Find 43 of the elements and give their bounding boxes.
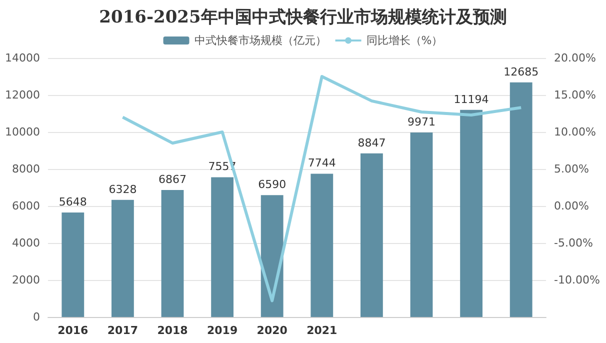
y-tick-label: 12000 [5,88,40,102]
y-tick-label: 0 [33,310,40,324]
bar [510,82,532,317]
x-tick-label: 2016 [58,324,89,337]
y-tick-label: 6000 [12,200,40,212]
y-tick-label: 14000 [5,52,40,64]
x-tick-label: 2021 [306,324,338,337]
x-tick-label: 2017 [107,324,138,337]
y-tick-label: 4000 [12,236,40,250]
bar [410,132,433,317]
chart-title: 2016-2025年中国中式快餐行业市场规模统计及预测 [99,8,507,28]
y2-tick-label: 10.00% [554,126,596,138]
legend-label: 同比增长（%） [366,34,443,47]
data-label: 6328 [108,182,137,196]
bar [161,190,184,317]
y-tick-label: 10000 [5,126,40,138]
y2-tick-label: 0.00% [554,200,589,212]
data-label: 9971 [408,116,436,129]
data-label: 6867 [158,172,186,186]
y2-tick-label: 15.00% [554,88,596,102]
bar [211,177,234,317]
bar [310,174,334,317]
data-label: 6590 [258,178,286,192]
bar [460,110,483,317]
bar [360,153,383,317]
data-label: 11194 [454,92,489,106]
data-label: 12685 [504,65,539,78]
bar [260,195,284,317]
legend-label: 中式快餐市场规模（亿元） [194,34,326,47]
y2-tick-label: 20.00% [554,52,596,64]
y2-tick-label: -5.00% [554,236,593,250]
data-label: 7744 [308,156,336,170]
bar [111,200,134,317]
x-tick-label: 2019 [206,324,238,337]
y2-tick-label: 5.00% [554,162,589,176]
data-label: 8847 [358,136,386,150]
bar [62,212,84,317]
data-label: 5648 [58,196,87,209]
y2-tick-label: -10.00% [554,274,600,286]
y-tick-label: 8000 [12,162,40,176]
x-tick-label: 2020 [256,324,288,337]
x-tick-label: 2018 [157,324,188,337]
y-tick-label: 2000 [12,274,40,286]
